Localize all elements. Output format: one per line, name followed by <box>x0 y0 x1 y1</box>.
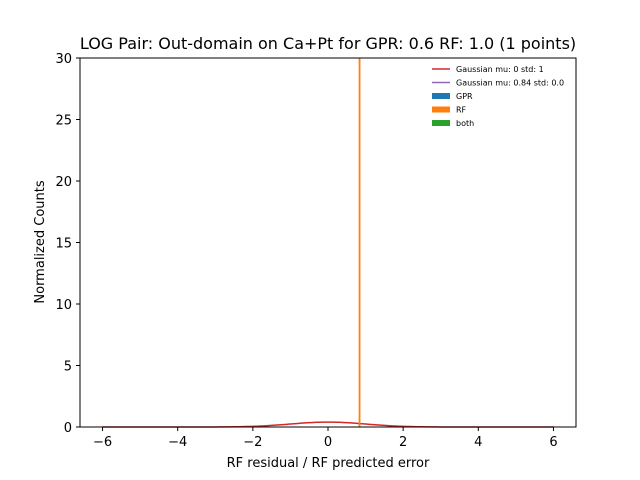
y-tick-label: 10 <box>55 298 72 313</box>
x-tick-label: −2 <box>243 435 262 450</box>
x-axis-ticks: −6 −4 −2 0 2 4 6 <box>93 427 558 450</box>
legend: Gaussian mu: 0 std: 1 Gaussian mu: 0.84 s… <box>432 65 564 128</box>
chart-title: LOG Pair: Out-domain on Ca+Pt for GPR: 0… <box>80 34 576 53</box>
legend-label: Gaussian mu: 0 std: 1 <box>456 65 544 74</box>
x-tick-label: −6 <box>93 435 112 450</box>
x-tick-label: 0 <box>324 435 332 450</box>
x-tick-label: 2 <box>399 435 407 450</box>
legend-label: RF <box>456 106 467 115</box>
y-axis-label: Normalized Counts <box>33 180 48 303</box>
legend-swatch-patch <box>432 93 450 99</box>
y-tick-label: 0 <box>64 421 72 436</box>
legend-label: both <box>456 119 474 128</box>
legend-label: GPR <box>456 92 473 101</box>
x-tick-label: 6 <box>549 435 557 450</box>
y-tick-label: 20 <box>55 175 72 190</box>
x-tick-label: −4 <box>168 435 187 450</box>
legend-swatch-patch <box>432 120 450 126</box>
legend-label: Gaussian mu: 0.84 std: 0.0 <box>456 79 564 88</box>
x-axis-label: RF residual / RF predicted error <box>227 456 430 471</box>
legend-swatch-patch <box>432 106 450 113</box>
y-axis-ticks: 0 5 10 15 20 25 30 <box>55 52 80 436</box>
y-tick-label: 15 <box>55 237 72 252</box>
y-tick-label: 5 <box>64 360 72 375</box>
x-tick-label: 4 <box>474 435 482 450</box>
y-tick-label: 30 <box>55 52 72 67</box>
y-tick-label: 25 <box>55 114 72 129</box>
